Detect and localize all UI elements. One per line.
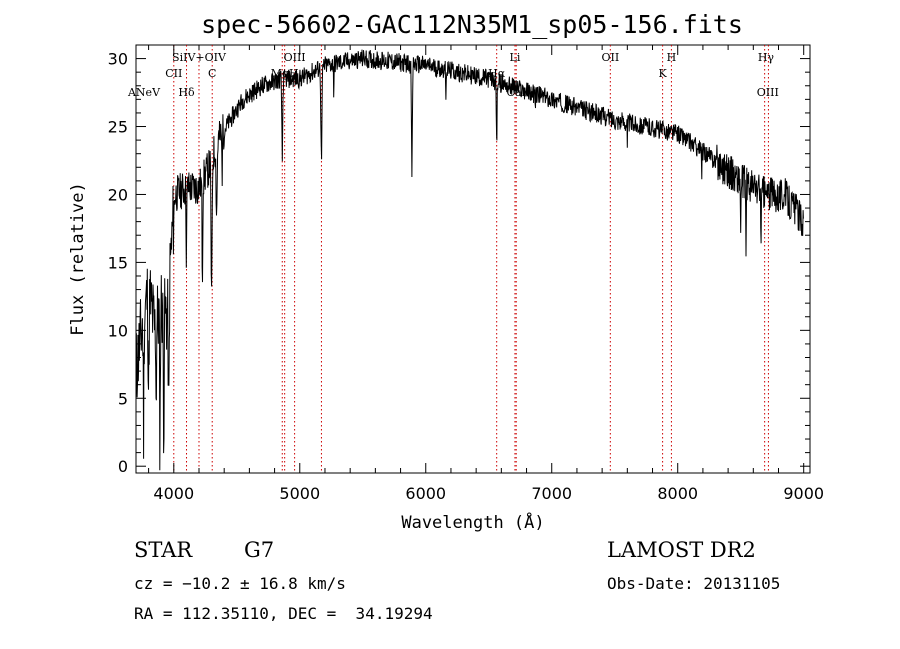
x-axis-label: Wavelength (Å) <box>401 511 544 533</box>
object-class: STAR <box>134 538 193 562</box>
axis-ticks: 4000 5000 6000 7000 8000 9000 0 5 10 15 20 25 30 <box>108 45 824 503</box>
y-tick-label-4: 20 <box>108 185 128 204</box>
line-label-8: Hα <box>488 67 506 80</box>
x-tick-label-2: 6000 <box>405 484 446 503</box>
line-label-5: OIII <box>284 51 306 64</box>
chart-title: spec-56602-GAC112N35M1_sp05-156.fits <box>201 10 743 39</box>
coordinates-readout: RA = 112.35110, DEC = 34.19294 <box>134 604 433 623</box>
x-tick-label-1: 5000 <box>279 484 320 503</box>
object-subclass: G7 <box>244 538 275 562</box>
line-label-11: H <box>667 51 677 64</box>
survey-name: LAMOST DR2 <box>607 538 756 562</box>
y-tick-label-6: 30 <box>108 50 128 69</box>
plot-frame <box>135 44 811 474</box>
y-tick-label-5: 25 <box>108 118 128 137</box>
y-tick-label-1: 5 <box>118 389 128 408</box>
line-label-6: MgH <box>271 67 299 80</box>
line-label-1: CII <box>165 67 182 80</box>
line-markers <box>173 45 769 473</box>
redshift-readout: cz = −10.2 ± 16.8 km/s <box>134 574 346 593</box>
line-label-3: Hδ <box>178 86 195 99</box>
line-label-2: C <box>208 67 216 80</box>
line-label-12: K <box>658 67 667 80</box>
spectrum-line <box>135 49 804 471</box>
spectrum-series <box>135 49 804 471</box>
x-tick-label-5: 9000 <box>783 484 824 503</box>
line-label-0: SiIV+OIV <box>172 51 227 64</box>
y-axis-label: Flux (relative) <box>68 182 88 336</box>
y-tick-label-3: 15 <box>108 253 128 272</box>
x-tick-label-0: 4000 <box>153 484 194 503</box>
y-tick-label-2: 10 <box>108 321 128 340</box>
line-label-7: Li <box>510 51 521 64</box>
x-tick-label-4: 8000 <box>657 484 698 503</box>
line-label-10: OII <box>601 51 619 64</box>
line-label-9: CaI <box>507 86 526 99</box>
x-tick-label-3: 7000 <box>531 484 572 503</box>
line-label-13: Hγ <box>758 51 775 64</box>
spectrum-chart: spec-56602-GAC112N35M1_sp05-156.fits 400… <box>68 10 824 533</box>
line-label-14: OIII <box>757 86 779 99</box>
observation-date: Obs-Date: 20131105 <box>607 574 781 593</box>
y-tick-label-0: 0 <box>118 457 128 476</box>
line-label-4: ANeV <box>127 86 161 99</box>
